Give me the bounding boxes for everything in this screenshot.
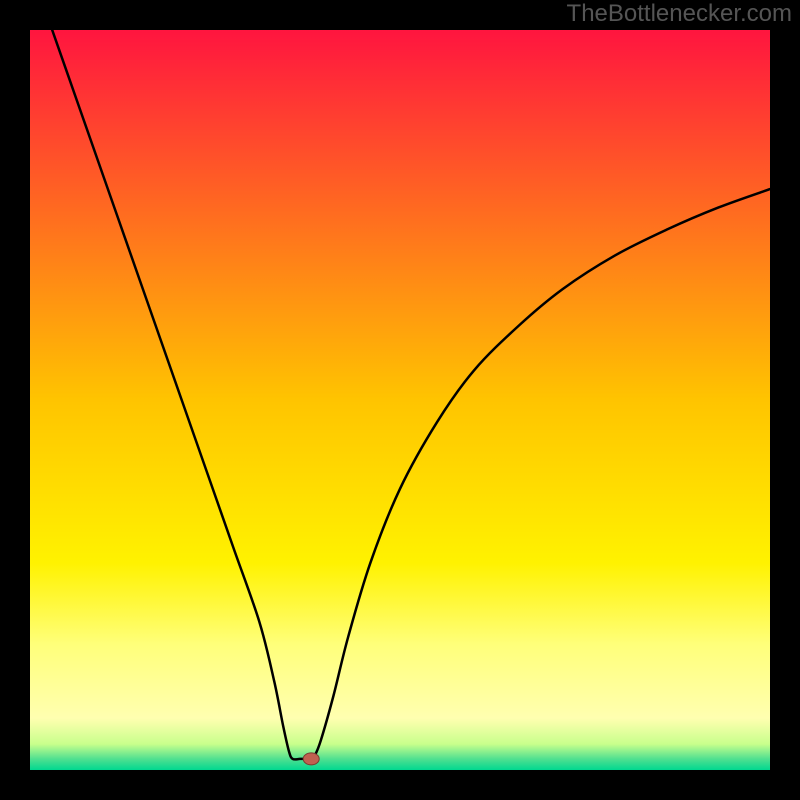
chart-svg xyxy=(0,0,800,800)
optimal-point-marker xyxy=(303,753,319,765)
plot-gradient-background xyxy=(30,30,770,770)
figure-root: TheBottlenecker.com xyxy=(0,0,800,800)
